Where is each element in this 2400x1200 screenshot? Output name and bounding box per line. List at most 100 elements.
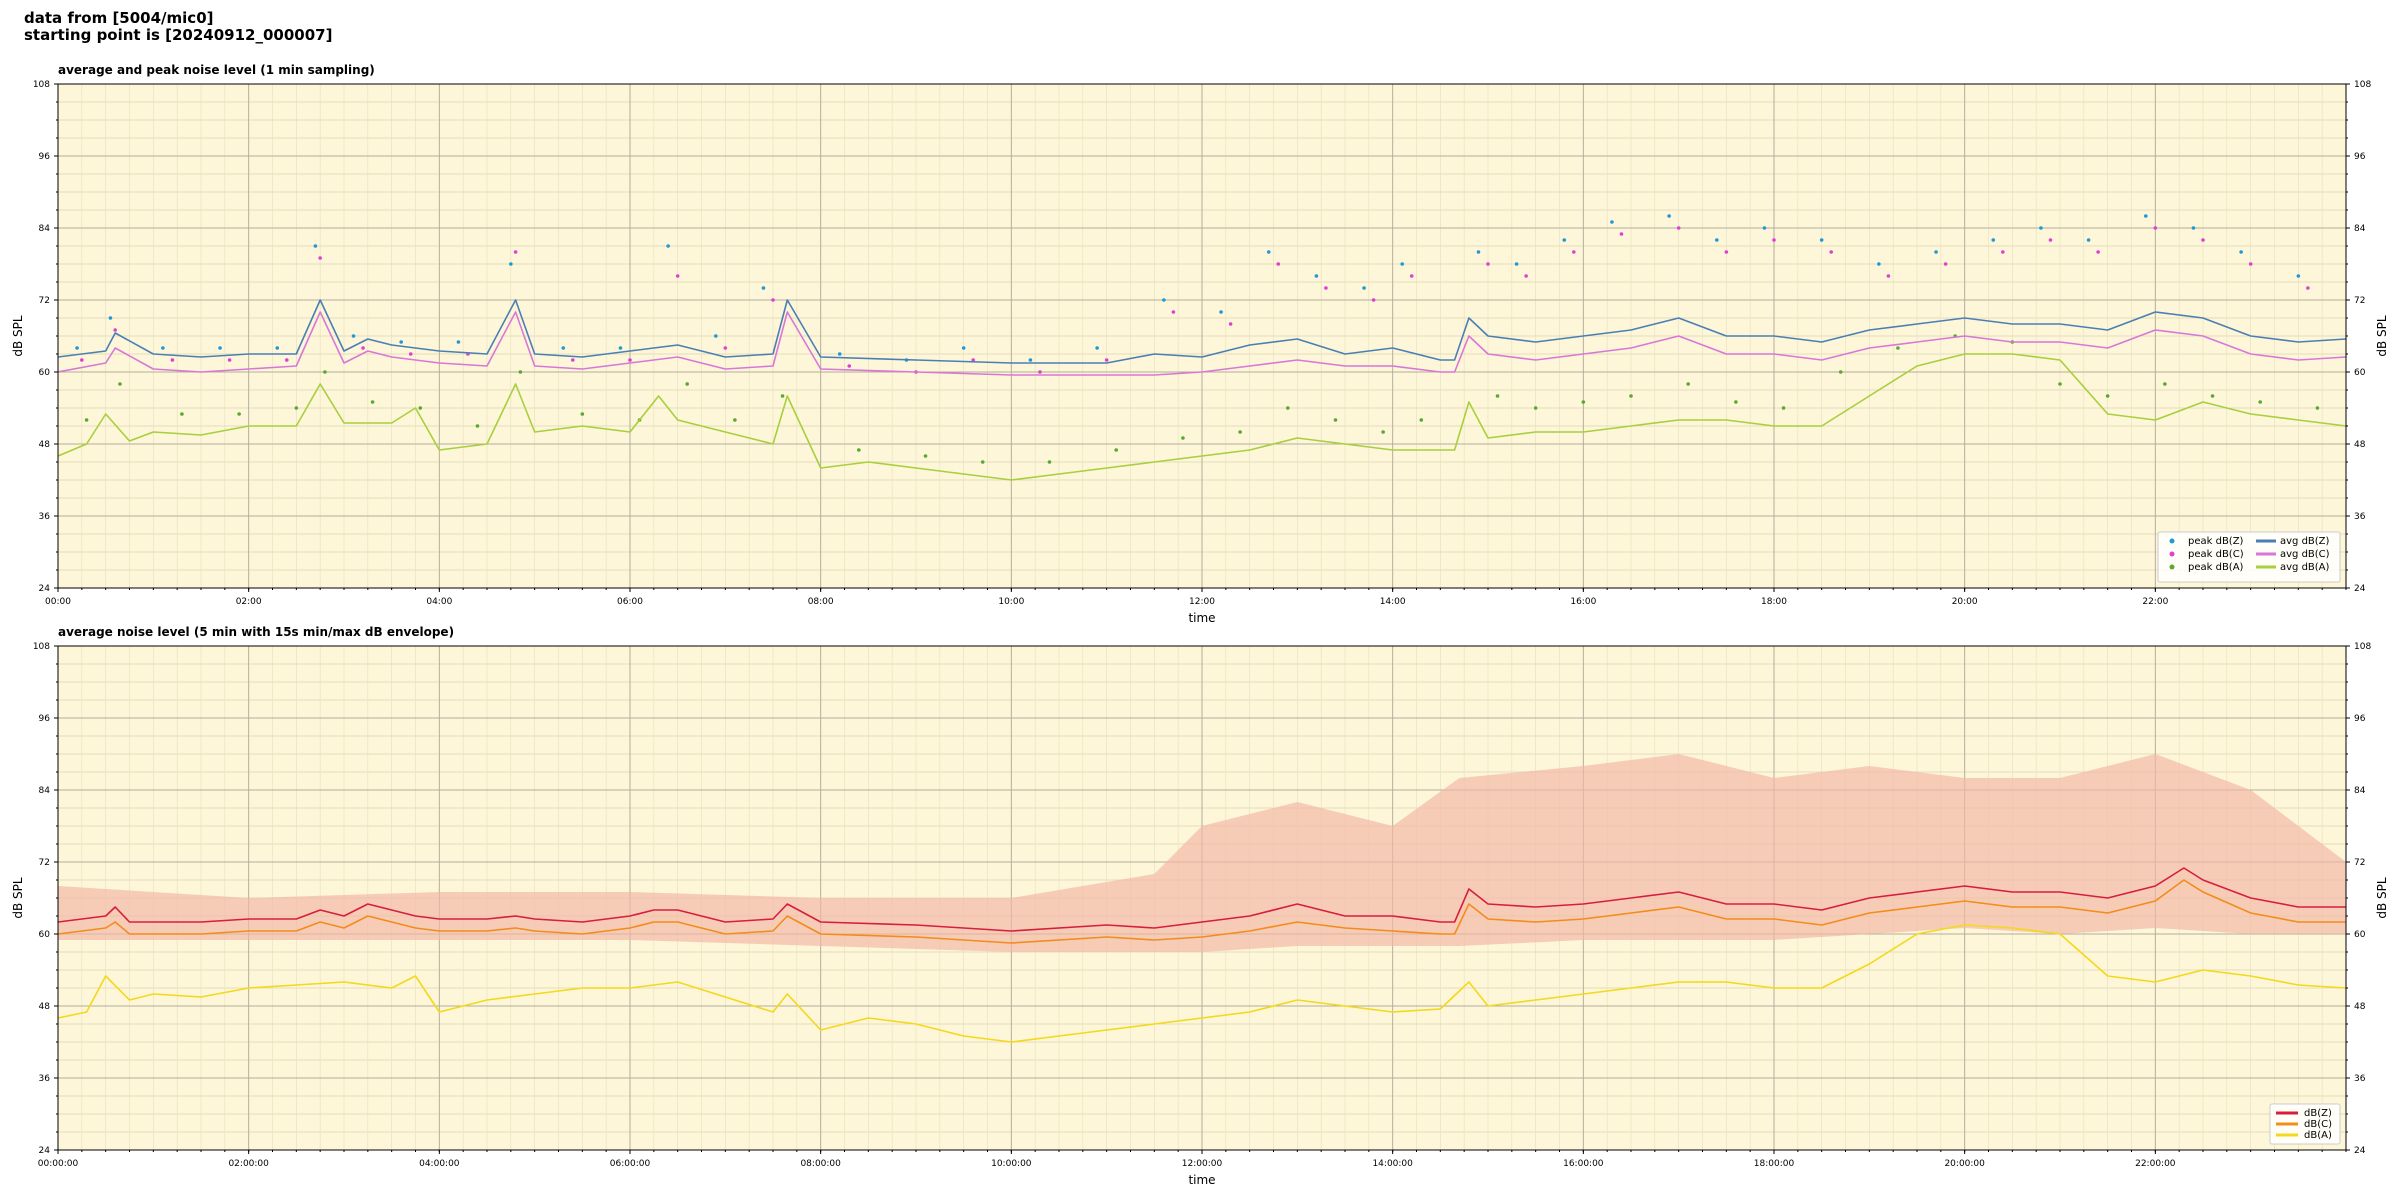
starting-point-line: starting point is [20240912_000007]: [24, 26, 333, 44]
series-line-avg-db-c: [58, 311, 2346, 376]
data-point: [1934, 250, 1938, 254]
data-point: [1095, 346, 1099, 350]
x-tick-label: 14:00:00: [1372, 1159, 1413, 1169]
y-tick-label: 48: [2354, 440, 2366, 450]
data-point: [1486, 262, 1490, 266]
data-point: [1514, 262, 1519, 266]
legend-label-db-z: dB(Z): [2304, 1108, 2332, 1119]
y-tick-label: 60: [2354, 930, 2366, 940]
data-point: [1324, 286, 1328, 290]
legend-label-avg-db-z: avg dB(Z): [2280, 536, 2330, 547]
y-tick-label: 108: [33, 642, 50, 652]
legend-label-avg-db-c: avg dB(C): [2280, 549, 2330, 560]
y-tick-label: 96: [2354, 714, 2366, 724]
data-point: [675, 274, 680, 278]
data-point: [2144, 214, 2148, 218]
data-layer: [58, 214, 2346, 481]
data-point: [1819, 238, 1824, 242]
data-point: [84, 418, 89, 422]
data-point: [2086, 238, 2091, 242]
x-tick-label: 00:00:00: [38, 1159, 79, 1169]
y-axis-label-right: dB SPL: [2375, 315, 2389, 357]
y-tick-label: 24: [2354, 1146, 2366, 1156]
series-peak-db-c: [80, 226, 2310, 374]
data-point: [1829, 250, 1833, 254]
legend: peak dB(Z) peak dB(C) peak dB(A) avg dB(Z) a…: [2157, 531, 2341, 583]
x-axis-label: time: [1188, 1173, 1215, 1187]
data-point: [475, 424, 480, 428]
x-tick-label: 12:00:00: [1182, 1159, 1223, 1169]
y-tick-label: 72: [2354, 296, 2365, 306]
y-axis-label: dB SPL: [11, 877, 25, 919]
data-layer: [58, 754, 2346, 1043]
data-point: [971, 358, 975, 362]
chart-title: average and peak noise level (1 min samp…: [58, 63, 375, 77]
data-point: [1581, 400, 1586, 404]
data-point: [685, 382, 689, 386]
data-point: [113, 328, 117, 332]
y-axis-label-right: dB SPL: [2375, 877, 2389, 919]
data-point: [2048, 238, 2053, 242]
data-point: [1533, 406, 1538, 410]
data-point: [1400, 262, 1404, 266]
x-tick-label: 02:00:00: [228, 1159, 269, 1169]
data-point: [1762, 226, 1767, 230]
data-point: [218, 346, 222, 350]
y-tick-label: 48: [39, 1002, 51, 1012]
figure-header: data from [5004/mic0] starting point is …: [24, 10, 332, 44]
data-point: [1162, 298, 1166, 302]
data-point: [180, 412, 184, 416]
data-point: [1409, 274, 1414, 278]
data-point: [837, 352, 842, 356]
x-tick-label: 00:00: [45, 597, 71, 607]
data-point: [2315, 406, 2320, 410]
y-tick-label: 36: [39, 512, 51, 522]
x-tick-label: 18:00: [1761, 597, 1787, 607]
data-point: [1877, 262, 1881, 266]
data-point: [1495, 394, 1500, 398]
data-point: [666, 244, 670, 248]
series-line-db-c: [58, 879, 2346, 944]
data-point: [1838, 370, 1843, 374]
source-line: data from [5004/mic0]: [24, 9, 214, 27]
legend-label-avg-db-a: avg dB(A): [2280, 562, 2330, 573]
data-point: [2191, 226, 2196, 230]
x-tick-label: 18:00:00: [1754, 1159, 1795, 1169]
x-tick-label: 08:00:00: [800, 1159, 841, 1169]
data-point: [2096, 250, 2100, 254]
data-point: [237, 412, 241, 416]
series-line-db-a: [58, 924, 2346, 1043]
data-point: [456, 340, 461, 344]
y-tick-label: 72: [2354, 858, 2365, 868]
y-tick-label: 84: [2354, 224, 2366, 234]
data-point: [1219, 310, 1223, 314]
x-tick-label: 14:00: [1380, 597, 1406, 607]
data-point: [318, 256, 322, 260]
series-line-db-z: [58, 867, 2346, 932]
data-point: [1419, 418, 1424, 422]
x-tick-label: 16:00:00: [1563, 1159, 1604, 1169]
data-point: [294, 406, 299, 410]
data-point: [1943, 262, 1948, 266]
data-point: [2039, 226, 2043, 230]
y-tick-label: 36: [2354, 512, 2366, 522]
chart-panel-1: 24 24 36 36 48 48 60 60 72 72 84 84 96 96 108 108 00:00 0…: [11, 63, 2389, 625]
x-tick-label: 12:00: [1189, 597, 1215, 607]
x-tick-label: 16:00: [1570, 597, 1596, 607]
data-point: [227, 358, 232, 362]
data-point: [1171, 310, 1176, 314]
data-point: [2258, 400, 2262, 404]
data-point: [1734, 400, 1738, 404]
x-axis-label: time: [1188, 611, 1215, 625]
data-point: [1676, 226, 1681, 230]
y-tick-label: 36: [39, 1074, 51, 1084]
y-tick-label: 24: [2354, 584, 2366, 594]
y-tick-label: 84: [2354, 786, 2366, 796]
envelope-area: [58, 754, 2346, 952]
data-point: [1114, 448, 1118, 452]
data-point: [1381, 430, 1385, 434]
data-point: [408, 352, 413, 356]
data-point: [628, 358, 632, 362]
series-peak-db-a: [84, 334, 2320, 464]
data-point: [733, 418, 737, 422]
